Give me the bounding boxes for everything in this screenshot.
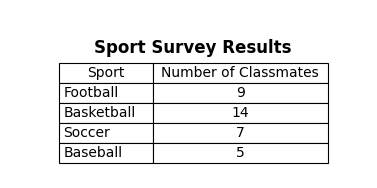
Bar — [153, 63, 328, 83]
Text: 9: 9 — [236, 86, 245, 100]
Text: 7: 7 — [236, 126, 245, 140]
Text: Football: Football — [63, 86, 118, 100]
Text: Soccer: Soccer — [63, 126, 110, 140]
Bar — [153, 103, 328, 123]
Bar — [153, 123, 328, 143]
Text: 14: 14 — [231, 106, 249, 120]
Bar — [59, 123, 153, 143]
Text: Sport: Sport — [87, 66, 124, 80]
Bar — [153, 83, 328, 103]
Text: Number of Classmates: Number of Classmates — [161, 66, 319, 80]
Bar — [59, 83, 153, 103]
Bar — [153, 143, 328, 163]
Bar — [59, 143, 153, 163]
Text: Baseball: Baseball — [63, 146, 122, 160]
Bar — [59, 63, 153, 83]
Text: Sport Survey Results: Sport Survey Results — [95, 39, 292, 57]
Text: 5: 5 — [236, 146, 245, 160]
Text: Basketball: Basketball — [63, 106, 135, 120]
Bar — [59, 103, 153, 123]
